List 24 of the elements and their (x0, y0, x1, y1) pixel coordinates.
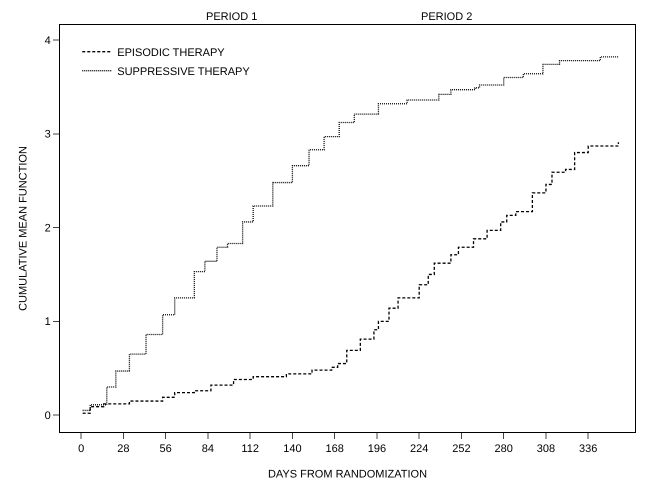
x-tick-label: 28 (117, 443, 130, 456)
text: PERIOD 2 (421, 11, 472, 23)
x-tick-label: 280 (494, 443, 513, 456)
x-tick-label: 84 (202, 443, 214, 456)
text: PERIOD 1 (206, 11, 258, 23)
x-axis-title: DAYS FROM RANDOMIZATION (268, 468, 428, 480)
y-axis-title: CUMULATIVE MEAN FUNCTION (17, 146, 30, 311)
x-tick-label: 168 (325, 443, 344, 456)
y-tick-label: 0 (44, 410, 51, 422)
legend-label: EPISODIC THERAPY (117, 47, 226, 59)
x-tick-label: 308 (536, 443, 556, 456)
y-tick-label: 1 (44, 316, 51, 328)
y-tick-label: 4 (44, 34, 51, 47)
x-tick-label: 140 (283, 443, 302, 456)
y-tick-label: 2 (44, 222, 51, 234)
y-tick-label: 3 (44, 128, 51, 141)
x-tick-label: 252 (452, 443, 471, 456)
x-tick-label: 224 (410, 443, 428, 456)
legend-label: SUPPRESSIVE THERAPY (117, 66, 250, 78)
x-tick-label: 196 (368, 443, 386, 456)
x-tick-label: 336 (579, 443, 598, 456)
x-tick-label: 56 (160, 443, 172, 456)
x-tick-label: 0 (78, 443, 84, 456)
x-tick-label: 112 (241, 443, 259, 456)
